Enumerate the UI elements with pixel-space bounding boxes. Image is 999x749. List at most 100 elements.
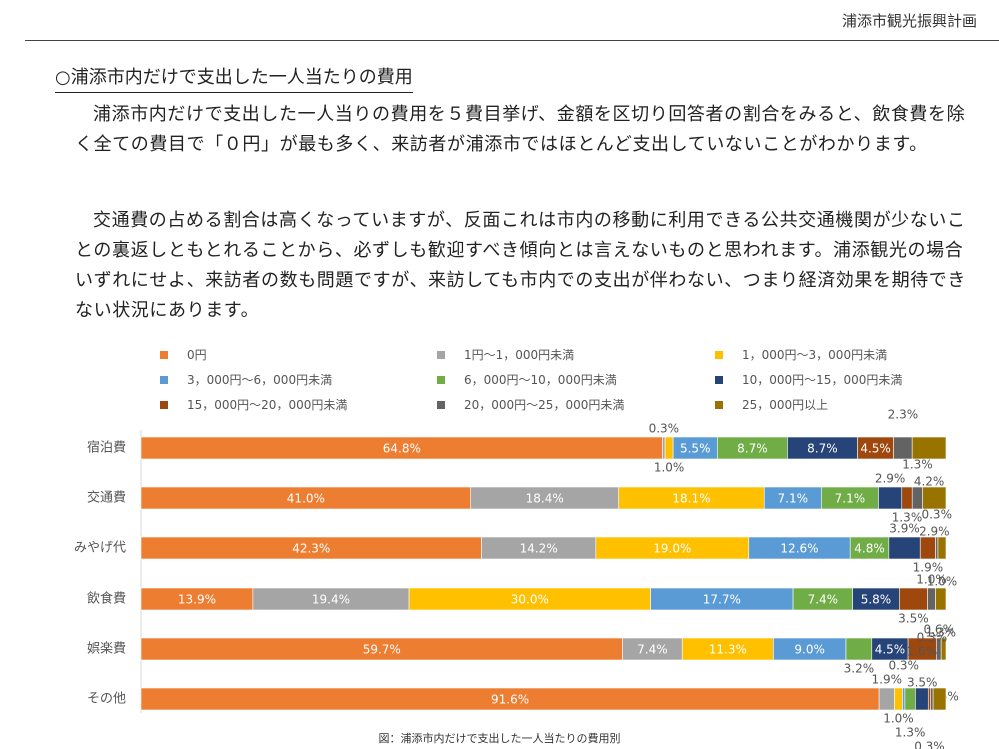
data-label: 2.3%: [888, 408, 919, 422]
document-header-title: 浦添市観光振興計画: [841, 12, 977, 30]
legend-item: 6，000円～10，000円未満: [437, 371, 617, 388]
data-label: 1.0%: [927, 575, 958, 589]
data-label: 0.3%: [917, 631, 948, 645]
data-label: 2.9%: [919, 525, 950, 539]
section-heading: ○浦添市内だけで支出した一人当たりの費用: [55, 66, 413, 93]
bar-segment: [915, 687, 929, 711]
legend-swatch: [437, 375, 445, 384]
data-label: 19.4%: [312, 593, 350, 607]
data-label: 7.4%: [637, 643, 668, 657]
bar-segment: [894, 687, 903, 711]
bar-segment: [940, 637, 947, 661]
legend-label: 25，000円以上: [742, 398, 829, 412]
legend-item: 3，000円～6，000円未満: [160, 371, 332, 388]
legend-item: 1円～1，000円未満: [437, 346, 574, 363]
data-label: 1.3%: [902, 458, 933, 472]
bar-segment: [937, 536, 947, 560]
data-label: 4.2%: [914, 475, 945, 489]
data-label: 1.6%: [907, 645, 938, 659]
paragraph-2: 交通費の占める割合は高くなっていますが、反面これは市内の移動に利用できる公共交通…: [75, 210, 966, 321]
data-label: 1.0%: [654, 461, 685, 475]
data-label: 13.9%: [178, 593, 216, 607]
legend-swatch: [160, 400, 168, 409]
data-label: 7.1%: [835, 492, 866, 506]
bar-segment: [922, 486, 947, 510]
bar-segment: [927, 587, 936, 611]
data-label: 18.1%: [672, 492, 710, 506]
chart-caption: 図：浦添市内だけで支出した一人当たりの費用別: [378, 732, 621, 745]
category-label: その他: [87, 692, 126, 707]
bar-segment: [927, 687, 931, 711]
bar-segment: [888, 536, 921, 560]
legend-label: 10，000円～15，000円未満: [742, 373, 903, 387]
bar-segment: [845, 637, 873, 661]
bar-segment: [904, 687, 916, 711]
legend-swatch: [715, 375, 723, 384]
data-label: 41.0%: [287, 492, 325, 506]
data-label: 4.8%: [854, 542, 885, 556]
bar-segment: [662, 436, 666, 460]
legend-label: 15，000円～20，000円未満: [187, 398, 348, 412]
bar-segment: [930, 687, 934, 711]
paragraph-1: 浦添市内だけで支出した一人当りの費用を５費目挙げ、金額を区切り回答者の割合をみる…: [75, 104, 966, 155]
data-label: 2.9%: [875, 472, 906, 486]
legend-swatch: [715, 350, 723, 359]
data-label: 5.8%: [861, 593, 892, 607]
data-label: 4.5%: [875, 643, 906, 657]
bar-segment: [935, 587, 947, 611]
bar-segment: [901, 486, 913, 510]
data-label: 0.3%: [888, 659, 919, 673]
bar-segment: [893, 436, 913, 460]
legend-label: 0円: [187, 348, 207, 362]
bar-segment: [932, 687, 947, 711]
header-divider: [25, 40, 999, 41]
data-label: 4.5%: [860, 442, 891, 456]
data-label: 7.1%: [778, 492, 809, 506]
bar-segment: [911, 436, 947, 460]
data-label: 30.0%: [511, 593, 549, 607]
category-label: 飲食費: [87, 591, 126, 607]
legend-swatch: [715, 400, 723, 409]
legend-item: 10，000円～15，000円未満: [715, 371, 902, 388]
data-label: 91.6%: [491, 693, 529, 707]
bar-segment: [664, 436, 674, 460]
data-label: 1.9%: [872, 673, 903, 687]
bar-segment: [935, 536, 939, 560]
data-label: 1.3%: [926, 626, 957, 640]
data-label: 5.5%: [680, 442, 711, 456]
legend-item: 15，000円～20，000円未満: [160, 396, 347, 413]
data-label: 17.7%: [703, 593, 741, 607]
data-label: 3.5%: [907, 676, 938, 690]
data-label: 0.3%: [649, 422, 680, 436]
data-label: 1.0%: [916, 573, 947, 587]
data-label: 1.3%: [892, 511, 923, 525]
legend-swatch: [437, 350, 445, 359]
legend-item: 1，000円～3，000円未満: [715, 346, 887, 363]
legend-label: 6，000円～10，000円未満: [464, 373, 617, 387]
category-label: 娯楽費: [87, 641, 126, 657]
data-label: 12.6%: [780, 542, 818, 556]
data-label: 3.2%: [844, 662, 875, 676]
legend-swatch: [160, 375, 168, 384]
bar-segment: [911, 486, 923, 510]
data-label: 8.7%: [737, 442, 768, 456]
data-label: 0.6%: [923, 623, 954, 637]
data-label: 8.7%: [807, 442, 838, 456]
legend-item: 0円: [160, 346, 207, 363]
legend-item: 25，000円以上: [715, 396, 828, 413]
data-label: 0.3%: [921, 508, 952, 522]
data-label: 59.7%: [363, 643, 401, 657]
legend-item: 20，000円～25，000円未満: [437, 396, 624, 413]
bar-segment: [899, 587, 928, 611]
data-label: 3.5%: [898, 612, 929, 626]
category-label: 宿泊費: [87, 440, 126, 456]
data-label: 19.0%: [653, 542, 691, 556]
legend-label: 20，000円～25，000円未満: [464, 398, 625, 412]
legend-label: 1円～1，000円未満: [464, 348, 575, 362]
legend-label: 1，000円～3，000円未満: [742, 348, 888, 362]
data-label: 1.9%: [913, 561, 944, 575]
data-label: 9.0%: [794, 643, 825, 657]
legend-label: 3，000円～6，000円未満: [187, 373, 333, 387]
data-label: 14.2%: [520, 542, 558, 556]
